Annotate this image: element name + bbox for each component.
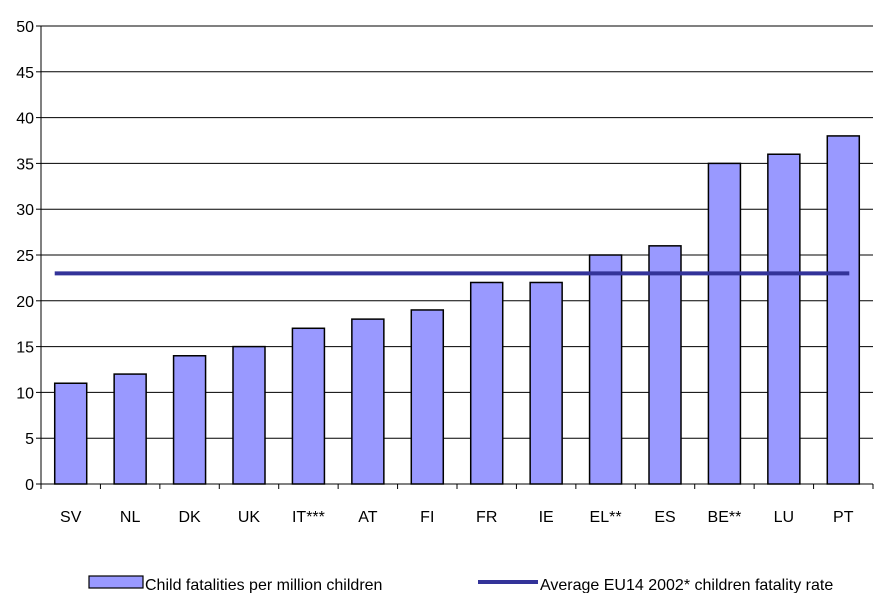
bar [529, 281, 563, 485]
y-tick-label: 50 [16, 19, 34, 36]
bar [53, 382, 88, 485]
bar-series [53, 135, 861, 485]
x-tick-label: EL** [590, 509, 622, 526]
x-tick-label: LU [774, 509, 794, 526]
legend-line-label: Average EU14 2002* children fatality rat… [540, 577, 833, 593]
x-tick-label: FI [420, 509, 434, 526]
legend: Child fatalities per million children Av… [88, 575, 833, 593]
y-tick-label: 40 [16, 111, 34, 128]
x-tick-label: DK [178, 509, 201, 526]
y-tick-label: 15 [16, 340, 34, 357]
bar [351, 318, 385, 485]
bar [707, 162, 742, 485]
x-tick-label: PT [833, 509, 854, 526]
axes [40, 26, 874, 489]
x-axis-labels: SV NL DK UK IT*** AT FI FR IE EL** ES BE** LU PT [60, 509, 854, 526]
bar [648, 245, 682, 485]
bar [588, 254, 623, 485]
y-tick-label: 5 [25, 431, 34, 448]
y-tick-label: 30 [16, 202, 34, 219]
y-axis-ticks: 0 5 10 15 20 25 30 35 40 45 50 [16, 19, 41, 494]
x-tick-label: BE** [708, 509, 742, 526]
gridlines [41, 25, 873, 439]
bar [410, 309, 445, 485]
bar [232, 345, 266, 485]
y-tick-label: 35 [16, 156, 34, 173]
bar [172, 355, 207, 485]
y-tick-label: 25 [16, 248, 34, 265]
y-tick-label: 45 [16, 65, 34, 82]
x-tick-label: IT*** [292, 509, 325, 526]
x-tick-label: NL [120, 509, 141, 526]
bar [113, 373, 147, 485]
y-tick-label: 10 [16, 385, 34, 402]
y-tick-label: 0 [25, 477, 34, 494]
x-tick-label: AT [358, 509, 377, 526]
legend-bar-swatch [88, 575, 144, 589]
x-tick-label: ES [654, 509, 675, 526]
x-tick-label: UK [238, 509, 261, 526]
y-tick-label: 20 [16, 294, 34, 311]
bar [826, 135, 861, 485]
legend-bar-label: Child fatalities per million children [145, 577, 382, 593]
x-tick-label: FR [476, 509, 497, 526]
bar [767, 153, 801, 485]
bar [469, 281, 504, 485]
x-tick-label: SV [60, 509, 82, 526]
bar [291, 327, 326, 485]
x-tick-label: IE [539, 509, 554, 526]
